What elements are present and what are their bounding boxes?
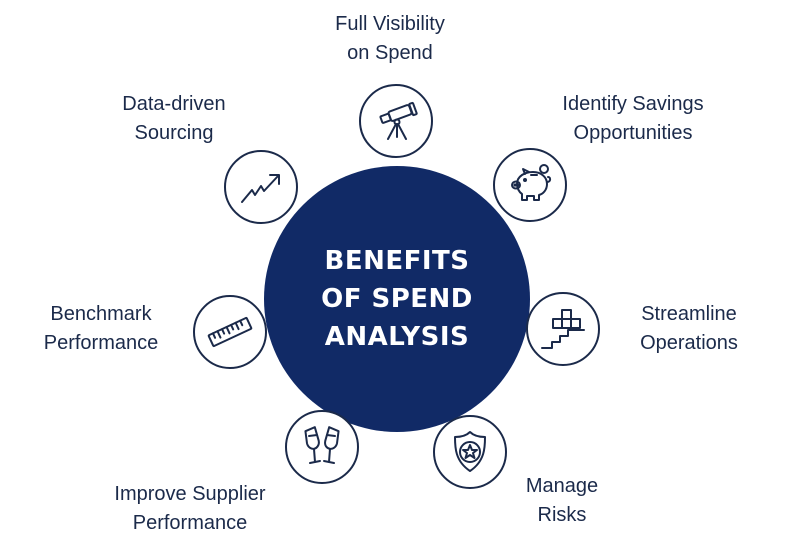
benefit-label-line: Data-driven [122, 93, 226, 115]
benefit-label-line: Improve Supplier [114, 483, 266, 505]
benefit-label-savings: Identify Savings Opportunities [526, 90, 740, 148]
benefit-label-line: Full Visibility [335, 13, 445, 35]
benefit-label-benchmark: Benchmark Performance [20, 300, 182, 358]
benefit-label-line: Identify Savings [562, 93, 704, 115]
benefit-label-supplier: Improve Supplier Performance [84, 480, 296, 538]
benefit-label-line: Risks [537, 504, 587, 526]
ruler-icon [207, 317, 253, 347]
stairs-blocks-icon [541, 309, 585, 349]
benefit-label-line: Benchmark [50, 303, 152, 325]
benefit-label-visibility: Full Visibility on Spend [300, 10, 480, 68]
benefit-label-line: Streamline [641, 303, 737, 325]
center-title-line-1: BENEFITS [324, 246, 470, 276]
benefit-label-line: Opportunities [573, 122, 693, 144]
benefit-node-benchmark [193, 295, 267, 369]
benefit-node-sourcing [224, 150, 298, 224]
benefit-node-operations [526, 292, 600, 366]
center-title-line-3: ANALYSIS [324, 322, 470, 352]
piggy-bank-icon [511, 164, 552, 201]
benefit-node-risks [433, 415, 507, 489]
benefit-label-line: Performance [132, 512, 248, 534]
telescope-icon [379, 101, 418, 140]
center-circle: BENEFITS OF SPEND ANALYSIS [264, 166, 530, 432]
benefit-label-line: on Spend [347, 42, 433, 64]
benefit-node-supplier [285, 410, 359, 484]
trend-arrow-icon [241, 174, 280, 203]
champagne-glasses-icon [304, 426, 340, 464]
benefit-label-sourcing: Data-driven Sourcing [86, 90, 262, 148]
benefit-node-visibility [359, 84, 433, 158]
benefit-node-savings [493, 148, 567, 222]
shield-star-icon [454, 431, 486, 472]
center-title-line-2: OF SPEND [321, 284, 473, 314]
benefit-label-line: Performance [43, 332, 159, 354]
benefit-label-risks: Manage Risks [498, 472, 626, 530]
center-title: BENEFITS OF SPEND ANALYSIS [287, 242, 507, 356]
benefit-label-line: Manage [525, 475, 599, 497]
benefit-label-line: Sourcing [134, 122, 214, 144]
benefit-label-operations: Streamline Operations [614, 300, 764, 358]
benefit-label-line: Operations [640, 332, 738, 354]
